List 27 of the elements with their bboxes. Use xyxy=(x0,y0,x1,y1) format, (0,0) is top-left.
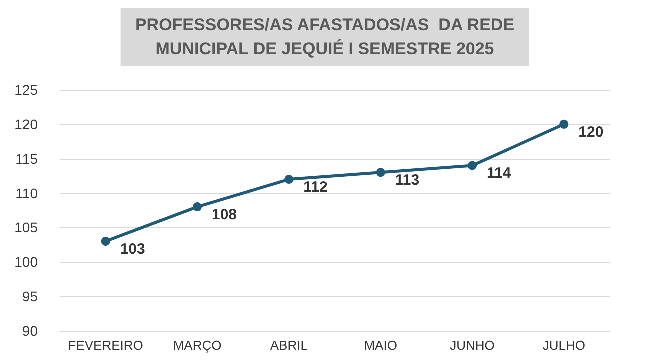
data-label: 108 xyxy=(212,206,238,224)
x-tick-label: MARÇO xyxy=(173,338,222,353)
chart-title: PROFESSORES/AS AFASTADOS/AS DA REDE MUNICIPAL DE JEQUIÉ I SEMESTRE 2025 xyxy=(135,16,515,58)
data-label: 112 xyxy=(304,179,328,196)
x-tick-label: MAIO xyxy=(364,338,398,353)
y-tick-label: 120 xyxy=(14,116,38,132)
data-label: 113 xyxy=(395,172,420,190)
x-tick-label: FEVEREIRO xyxy=(68,338,144,353)
data-label: 120 xyxy=(578,124,604,141)
data-label: 103 xyxy=(120,240,146,258)
x-tick-label: JUNHO xyxy=(450,338,495,353)
point xyxy=(560,120,569,129)
x-tick-label: ABRIL xyxy=(270,338,308,353)
point xyxy=(284,175,294,184)
data-label: 114 xyxy=(487,165,512,182)
y-tick-label: 125 xyxy=(14,82,38,98)
point xyxy=(376,168,386,178)
point xyxy=(101,236,110,246)
point xyxy=(193,202,202,212)
y-tick-label: 90 xyxy=(22,323,38,339)
y-tick-label: 105 xyxy=(14,220,38,236)
y-tick-label: 115 xyxy=(16,150,38,167)
x-tick-label: JULHO xyxy=(542,338,586,353)
y-tick-label: 100 xyxy=(14,254,38,270)
y-tick-label: 110 xyxy=(16,185,38,202)
y-tick-label: 95 xyxy=(22,288,38,305)
point xyxy=(468,161,477,170)
